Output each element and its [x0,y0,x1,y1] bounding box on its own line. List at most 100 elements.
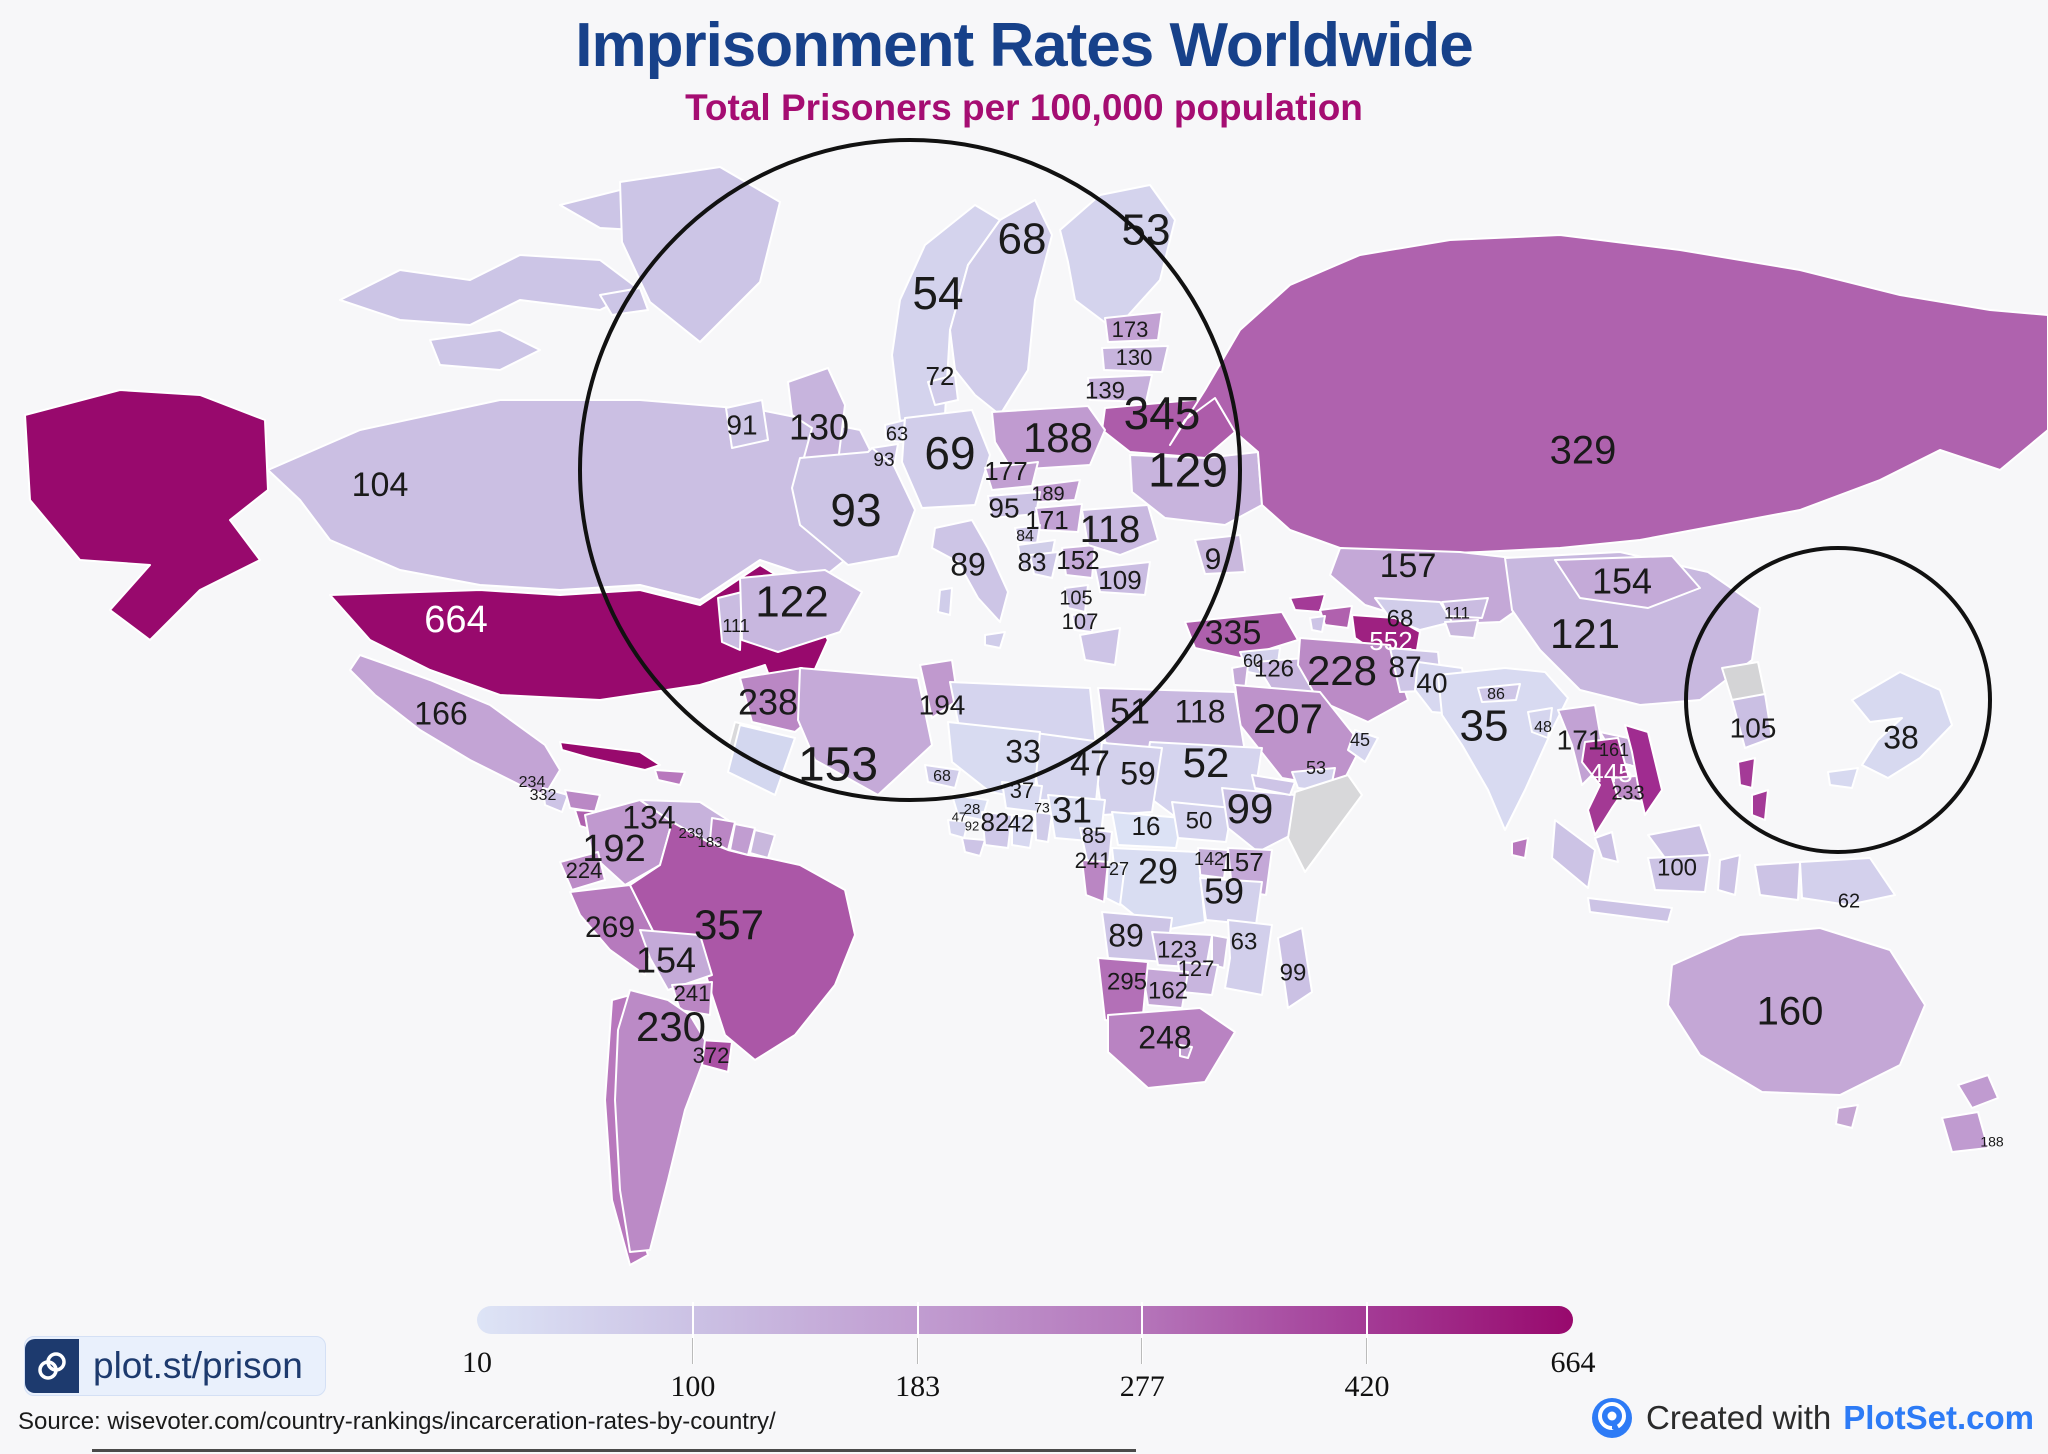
country-shape-BD [1527,707,1553,739]
legend-label-420: 420 [1344,1370,1390,1403]
landmass-shape [619,166,781,343]
country-shape-KR [1731,693,1773,749]
legend-label-10: 10 [462,1346,492,1379]
country-label-BD: 48 [1534,719,1552,736]
landmass-shape [1211,934,1229,969]
country-label-GA: 241 [1075,848,1112,873]
country-label-NP: 86 [1487,686,1505,703]
country-label-FI: 53 [1122,206,1171,255]
country-label-RU: 329 [1550,429,1617,473]
country-label-TZ: 59 [1204,871,1244,912]
country-shape-EC [559,851,606,891]
page-subtitle: Total Prisoners per 100,000 population [685,87,1363,128]
country-shape-FI [1059,184,1176,331]
country-label-SE: 68 [998,215,1047,264]
country-label-FR: 93 [830,484,881,536]
country-label-SR: 183 [697,834,722,851]
country-label-ZA: 248 [1138,1019,1191,1055]
country-label-NI: 332 [530,787,557,804]
landmass-shape [1835,1104,1859,1129]
country-label-PY: 241 [674,981,711,1006]
country-label-IT: 89 [950,546,986,582]
country-label-OM: 45 [1350,730,1370,750]
landmass-shape [559,741,661,771]
country-label-SA: 207 [1253,695,1323,742]
country-label-UA: 129 [1148,445,1228,498]
country-label-SK: 189 [1031,483,1064,505]
country-label-CF: 16 [1132,811,1161,841]
country-shape-US [24,389,269,641]
country-label-CA: 104 [352,466,409,504]
page-title: Imprisonment Rates Worldwide [575,11,1474,80]
legend-label-183: 183 [895,1370,941,1403]
country-label-SI: 84 [1016,528,1034,545]
country-shape-ZA [1107,1007,1236,1089]
country-shape-KG [1441,597,1489,619]
country-shape-CG [1105,861,1126,906]
country-label-GB: 130 [789,407,849,448]
country-label-NL: 63 [886,423,908,445]
country-shape-BO [639,929,713,991]
country-label-TR: 335 [1205,614,1262,652]
country-shape-CI [981,811,1013,849]
landmass-shape [984,631,1006,649]
landmass-shape [1287,774,1363,873]
country-label-AR: 230 [636,1003,706,1050]
country-label-LR: 92 [965,818,979,833]
plotset-brand-link[interactable]: PlotSet.com [1843,1399,2034,1436]
country-shape-PY [671,981,713,1016]
country-label-AL: 105 [1059,587,1092,609]
landmass-shape [1754,861,1801,901]
country-label-BG: 109 [1098,565,1141,595]
country-shape-RO [1081,504,1159,556]
country-shape-PL [991,405,1106,471]
country-shape-BG [1094,561,1151,596]
plot-link-text[interactable]: plot.st/prison [93,1345,303,1386]
country-shape-DK [927,374,959,406]
plotset-credit[interactable]: Created with PlotSet.com [1590,1396,2034,1440]
country-shape-SS [1171,801,1233,843]
country-shape-SN [924,764,961,789]
country-label-CZ: 177 [984,456,1027,486]
country-label-PT: 111 [722,616,749,636]
legend-tick-line-277 [1141,1302,1144,1364]
landmass-shape [1179,1044,1193,1059]
country-shape-UZ [1374,597,1453,631]
country-label-TH: 445 [1589,758,1632,788]
country-shape-BF [1001,781,1043,813]
country-shape-AR [614,989,706,1253]
country-label-DK: 72 [926,361,955,391]
country-shape-HU [1035,503,1083,533]
landmass-shape [1251,774,1296,796]
country-shape-TH [1581,737,1631,836]
country-shape-MZ [1224,919,1273,996]
country-label-HN: 234 [519,774,546,791]
country-label-UY: 372 [693,1043,730,1068]
country-label-US: 664 [424,599,487,641]
plot-link-badge[interactable]: plot.st/prison [24,1336,326,1396]
country-shape-MN [1554,555,1701,609]
country-shape-IE [725,399,769,449]
country-shape-CF [1111,811,1183,849]
country-label-MA: 238 [738,682,798,723]
country-label-JP: 38 [1883,719,1919,755]
landmass-shape [1551,819,1596,889]
plotset-pin-icon [1590,1396,1634,1440]
landmass-shape [1309,615,1326,633]
country-shape-MG [1277,927,1313,1009]
country-label-NZ: 188 [1980,1134,2004,1150]
landmass-shape [1444,619,1479,639]
landmass-shape [1647,854,1711,893]
country-label-ZM: 123 [1157,936,1197,963]
country-label-PG: 62 [1838,890,1860,912]
clipped-country-label: 9 [1205,543,1222,576]
country-label-RO: 118 [1080,509,1141,551]
legend-tick-line-183 [916,1302,919,1364]
country-label-CD: 29 [1138,851,1178,892]
country-label-RS: 152 [1056,545,1099,575]
country-shape-JP [1851,671,1953,779]
country-shape-SE [949,199,1053,416]
country-label-MX: 166 [414,695,467,731]
legend-label-100: 100 [670,1370,716,1403]
